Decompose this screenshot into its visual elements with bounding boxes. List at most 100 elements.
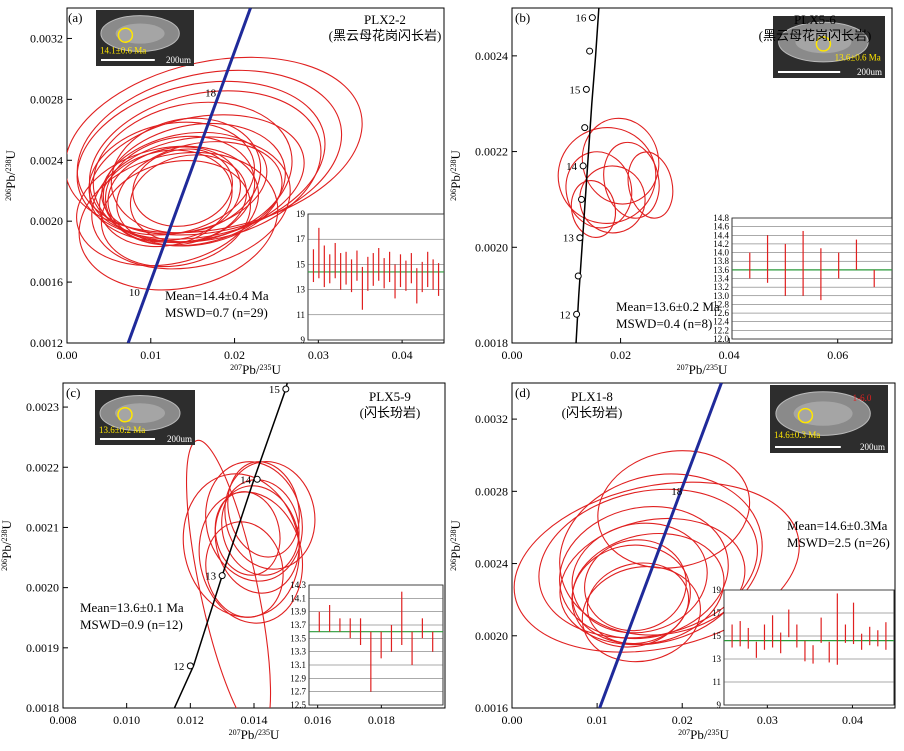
- error-ellipse: [88, 90, 322, 243]
- y-tick-label: 0.0020: [30, 214, 63, 228]
- inset-tick-label: 12.4: [713, 317, 729, 327]
- age-marker-label: 18: [205, 87, 217, 99]
- concordia-curve: [598, 383, 723, 708]
- error-ellipse: [559, 473, 763, 636]
- x-tick-label: 0.02: [224, 348, 245, 362]
- panel-label: (d): [515, 385, 530, 400]
- error-ellipse: [579, 165, 646, 234]
- age-marker: [579, 162, 587, 170]
- age-marker: [253, 475, 261, 483]
- error-ellipse: [91, 136, 291, 270]
- y-tick-label: 0.0021: [26, 520, 59, 534]
- age-marker-label: 14: [240, 474, 252, 486]
- y-tick-label: 0.0016: [475, 701, 508, 715]
- inset-tick-label: 9: [301, 335, 306, 345]
- plot-area: [173, 383, 316, 708]
- y-tick-label: 0.0023: [26, 400, 59, 414]
- age-marker: [186, 662, 194, 670]
- error-ellipse: [99, 149, 233, 248]
- error-ellipse: [185, 439, 272, 708]
- error-ellipse: [76, 69, 343, 236]
- error-ellipse: [67, 56, 363, 234]
- inset-tick-label: 9: [717, 700, 722, 710]
- x-tick-label: 0.00: [57, 348, 78, 362]
- plot-area: [67, 8, 363, 343]
- y-tick-label: 0.0032: [475, 412, 508, 426]
- x-tick-label: 0.02: [610, 348, 631, 362]
- scale-text: 200um: [166, 55, 191, 65]
- x-tick-label: 0.012: [177, 713, 204, 727]
- inset-tick-label: 13.6: [713, 265, 729, 275]
- x-tick-label: 0.016: [304, 713, 331, 727]
- analysis-spot: [117, 407, 133, 423]
- age-marker-label: 15: [569, 84, 581, 96]
- inset-tick-label: 11: [296, 310, 305, 320]
- age-marker: [574, 272, 582, 280]
- age-marker: [581, 124, 589, 132]
- zircon-cl-image: [96, 10, 194, 66]
- rock-type: (闪长玢岩): [360, 405, 421, 420]
- mswd-text: MSWD=0.7 (n=29): [165, 305, 268, 320]
- zircon-age-text: 13.6±0.6 Ma: [835, 53, 881, 63]
- age-marker-label: 13: [205, 571, 217, 583]
- inset-tick-label: 13: [296, 285, 306, 295]
- panel-plx5-6: [511, 7, 893, 344]
- age-marker: [218, 572, 226, 580]
- x-tick-label: 0.02: [672, 713, 693, 727]
- y-tick-label: 0.0028: [30, 92, 63, 106]
- x-tick-label: 0.03: [308, 348, 329, 362]
- rock-type: (黑云母花岗闪长岩): [329, 28, 442, 43]
- scale-text: 200um: [860, 442, 885, 452]
- error-ellipse: [571, 532, 725, 645]
- inset-tick-label: 13.4: [713, 274, 729, 284]
- x-tick-label: 0.00: [502, 713, 523, 727]
- inset-tick-label: 12.5: [290, 700, 306, 710]
- x-tick-label: 0.014: [241, 713, 268, 727]
- error-ellipse: [224, 461, 316, 570]
- error-ellipse: [116, 141, 283, 247]
- scale-text: 200um: [167, 434, 192, 444]
- error-ellipse: [570, 180, 617, 238]
- age-marker: [282, 385, 290, 393]
- plot-area: [557, 8, 674, 343]
- error-ellipse: [597, 450, 751, 569]
- error-ellipse: [100, 160, 251, 268]
- spot-text: 1-6.0: [853, 393, 872, 403]
- y-tick-label: 0.0024: [475, 49, 508, 63]
- x-tick-label: 0.00: [502, 348, 523, 362]
- y-tick-label: 0.0024: [475, 557, 508, 571]
- age-inset: [723, 589, 895, 706]
- rock-type: (黑云母花岗闪长岩): [759, 28, 872, 43]
- y-tick-label: 0.0020: [26, 581, 59, 595]
- x-tick-label: 0.04: [842, 713, 863, 727]
- age-marker-label: 10: [129, 287, 141, 299]
- concordia-curve: [173, 383, 288, 708]
- x-tick-label: 0.04: [392, 348, 413, 362]
- inset-tick-label: 13.9: [290, 607, 306, 617]
- inset-tick-label: 13.2: [713, 282, 729, 292]
- plot-frame: [511, 382, 896, 709]
- age-marker: [573, 310, 581, 318]
- error-ellipse: [565, 151, 633, 229]
- zircon-age-text: 13.6±0.2 Ma: [99, 425, 145, 435]
- y-tick-label: 0.0022: [26, 460, 59, 474]
- panel-label: (b): [515, 10, 530, 25]
- y-axis-label: 206Pb/238U: [448, 150, 463, 201]
- mean-age-text: Mean=14.4±0.4 Ma: [165, 288, 269, 303]
- inset-tick-label: 14.1: [290, 593, 306, 603]
- error-ellipse: [78, 151, 279, 291]
- concordia-curve: [575, 8, 600, 343]
- error-ellipse: [110, 117, 262, 234]
- error-ellipse: [102, 122, 286, 247]
- zircon-cl-image: [773, 16, 885, 78]
- age-inset: [307, 213, 445, 341]
- error-ellipse: [559, 506, 729, 640]
- mswd-text: MSWD=0.4 (n=8): [616, 316, 712, 331]
- inset-tick-label: 12.0: [713, 334, 729, 344]
- inset-tick-label: 17: [296, 234, 306, 244]
- age-marker-label: 15: [269, 384, 281, 396]
- mean-age-text: Mean=13.6±0.2 Ma: [616, 299, 720, 314]
- x-tick-label: 0.008: [50, 713, 77, 727]
